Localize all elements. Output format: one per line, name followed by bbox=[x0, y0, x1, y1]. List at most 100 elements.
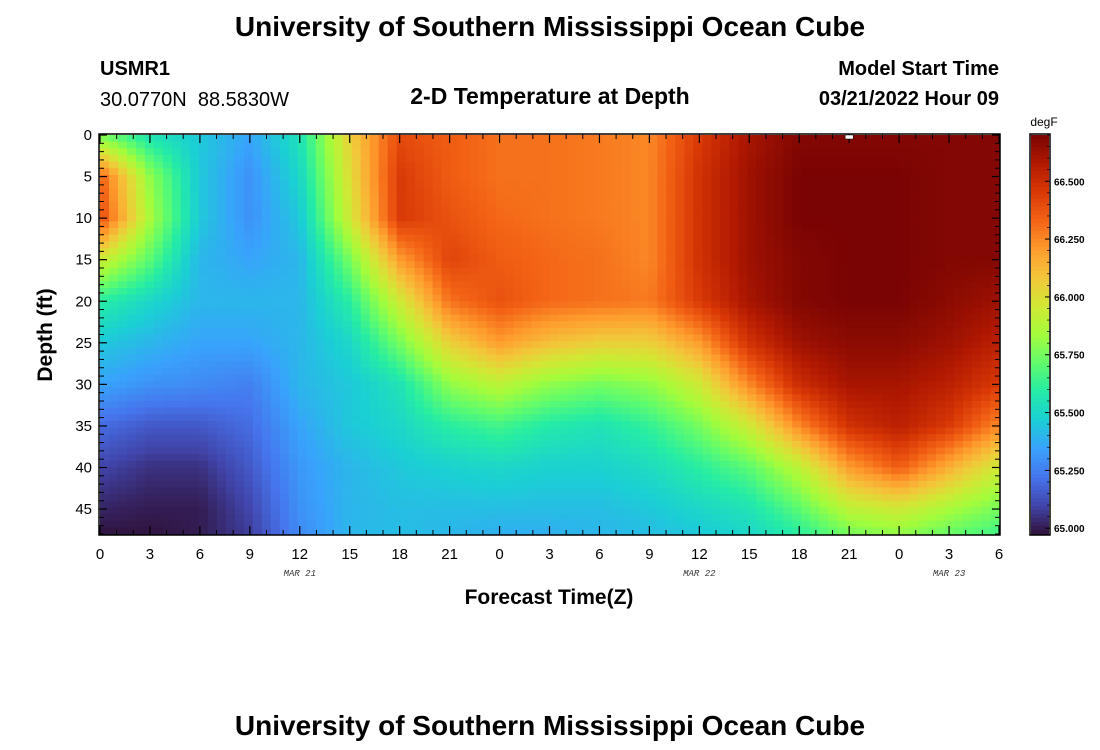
heatmap-cell bbox=[270, 194, 281, 203]
heatmap-cell bbox=[459, 168, 470, 176]
heatmap-cell bbox=[171, 454, 182, 462]
heatmap-cell bbox=[927, 135, 937, 143]
heatmap-cell bbox=[585, 194, 596, 203]
heatmap-cell bbox=[558, 154, 569, 163]
heatmap-cell bbox=[648, 148, 658, 156]
heatmap-cell bbox=[360, 321, 371, 329]
heatmap-cell bbox=[306, 440, 317, 449]
heatmap-cell bbox=[756, 228, 766, 236]
heatmap-cell bbox=[369, 414, 380, 422]
heatmap-cell bbox=[756, 381, 766, 389]
heatmap-cell bbox=[396, 381, 407, 389]
heatmap-cell bbox=[198, 161, 209, 169]
heatmap-cell bbox=[297, 401, 308, 409]
heatmap-cell bbox=[243, 301, 254, 309]
heatmap-cell bbox=[153, 154, 164, 163]
heatmap-cell bbox=[387, 387, 398, 395]
heatmap-cell bbox=[369, 301, 380, 309]
heatmap-cell bbox=[522, 241, 533, 249]
heatmap-cell bbox=[576, 194, 587, 203]
heatmap-cell bbox=[126, 314, 137, 322]
heatmap-cell bbox=[630, 281, 640, 289]
heatmap-cell bbox=[378, 214, 389, 223]
heatmap-cell bbox=[180, 141, 191, 149]
heatmap-cell bbox=[297, 454, 308, 462]
heatmap-cell bbox=[108, 141, 119, 149]
heatmap-cell bbox=[774, 401, 784, 409]
heatmap-cell bbox=[333, 347, 344, 356]
heatmap-cell bbox=[720, 234, 730, 242]
heatmap-cell bbox=[900, 201, 910, 209]
heatmap-cell bbox=[891, 381, 901, 389]
heatmap-cell bbox=[927, 221, 937, 229]
heatmap-cell bbox=[900, 274, 910, 282]
heatmap-cell bbox=[909, 327, 919, 336]
heatmap-cell bbox=[621, 294, 632, 302]
heatmap-cell bbox=[261, 367, 272, 375]
heatmap-cell bbox=[828, 181, 838, 189]
heatmap-cell bbox=[990, 401, 1000, 409]
heatmap-cell bbox=[558, 307, 569, 316]
heatmap-cell bbox=[513, 354, 524, 362]
heatmap-cell bbox=[972, 334, 982, 342]
heatmap-cell bbox=[414, 420, 425, 429]
heatmap-cell bbox=[333, 427, 344, 435]
heatmap-cell bbox=[900, 394, 910, 402]
heatmap-cell bbox=[603, 447, 614, 455]
heatmap-cell bbox=[747, 188, 757, 196]
heatmap-cell bbox=[477, 168, 488, 176]
heatmap-cell bbox=[837, 208, 847, 216]
heatmap-cell bbox=[738, 447, 748, 455]
heatmap-cell bbox=[630, 188, 640, 196]
heatmap-cell bbox=[639, 228, 649, 236]
heatmap-cell bbox=[180, 208, 191, 216]
heatmap-cell bbox=[783, 361, 793, 369]
heatmap-cell bbox=[819, 281, 829, 289]
heatmap-cell bbox=[100, 460, 110, 469]
heatmap-cell bbox=[819, 374, 829, 382]
heatmap-cell bbox=[729, 281, 739, 289]
heatmap-cell bbox=[891, 287, 901, 296]
heatmap-cell bbox=[261, 321, 272, 329]
heatmap-cell bbox=[297, 414, 308, 422]
heatmap-cell bbox=[135, 374, 146, 382]
heatmap-cell bbox=[468, 347, 479, 356]
heatmap-cell bbox=[495, 241, 506, 249]
heatmap-cell bbox=[945, 301, 955, 309]
heatmap-cell bbox=[423, 201, 434, 209]
heatmap-cell bbox=[549, 287, 560, 296]
heatmap-cell bbox=[486, 221, 497, 229]
heatmap-cell bbox=[594, 254, 605, 262]
heatmap-cell bbox=[396, 148, 407, 156]
heatmap-cell bbox=[189, 407, 200, 415]
heatmap-cell bbox=[270, 314, 281, 322]
heatmap-cell bbox=[207, 294, 218, 302]
heatmap-cell bbox=[603, 314, 614, 322]
heatmap-cell bbox=[891, 274, 901, 282]
heatmap-cell bbox=[117, 208, 128, 216]
heatmap-cell bbox=[369, 208, 380, 216]
heatmap-cell bbox=[378, 161, 389, 169]
heatmap-cell bbox=[207, 214, 218, 223]
heatmap-cell bbox=[972, 361, 982, 369]
heatmap-cell bbox=[153, 228, 164, 236]
heatmap-cell bbox=[639, 394, 649, 402]
heatmap-cell bbox=[549, 188, 560, 196]
heatmap-cell bbox=[297, 387, 308, 395]
heatmap-cell bbox=[657, 261, 667, 269]
heatmap-cell bbox=[792, 214, 802, 223]
heatmap-cell bbox=[531, 367, 542, 375]
heatmap-cell bbox=[990, 274, 1000, 282]
heatmap-cell bbox=[855, 367, 865, 375]
heatmap-cell bbox=[675, 261, 685, 269]
heatmap-cell bbox=[234, 460, 245, 469]
heatmap-cell bbox=[189, 181, 200, 189]
heatmap-cell bbox=[945, 407, 955, 415]
heatmap-cell bbox=[126, 414, 137, 422]
heatmap-cell bbox=[216, 234, 227, 242]
heatmap-cell bbox=[702, 327, 712, 336]
heatmap-cell bbox=[981, 420, 991, 429]
heatmap-cell bbox=[972, 268, 982, 276]
heatmap-cell bbox=[801, 361, 811, 369]
heatmap-cell bbox=[405, 387, 416, 395]
